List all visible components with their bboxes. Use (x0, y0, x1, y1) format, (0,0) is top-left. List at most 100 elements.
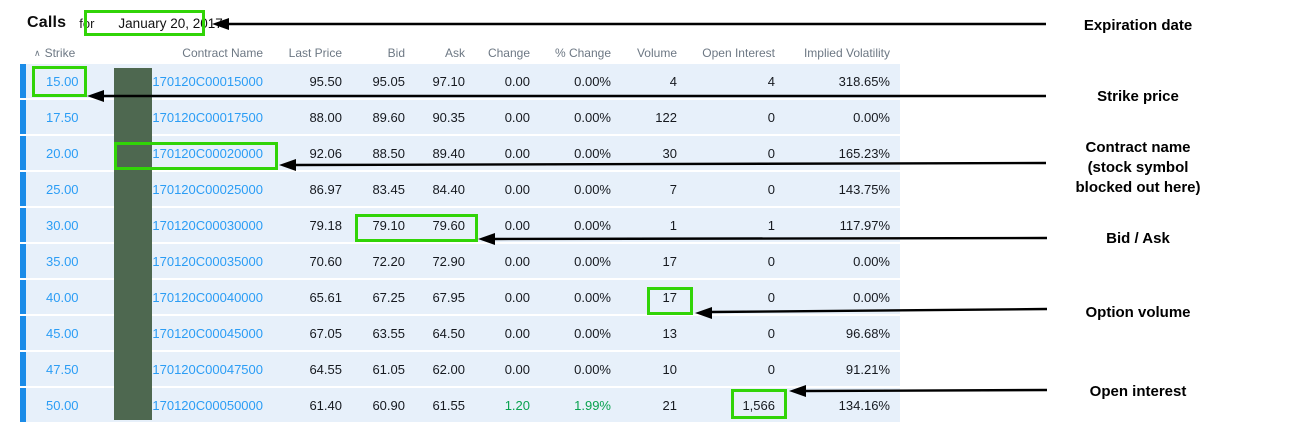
cell-strike[interactable]: 17.50 (20, 100, 100, 136)
table-header-row: ∧ Strike Contract Name Last Price Bid Ask… (20, 42, 900, 64)
column-header-ask: Ask (444, 46, 465, 60)
cell-open_interest: 0 (677, 352, 775, 388)
cell-bid: 83.45 (342, 172, 405, 208)
cell-volume: 17 (611, 280, 677, 316)
option-row: 17.50 170120C00017500 88.00 89.60 90.35 0.00 0… (20, 100, 900, 136)
cell-strike[interactable]: 30.00 (20, 208, 100, 244)
highlight-strike-price (32, 66, 87, 97)
cell-change: 0.00 (465, 352, 530, 388)
cell-pct_change: 0.00% (530, 208, 611, 244)
annotation-text: blocked out here) (1075, 179, 1201, 196)
cell-last: 70.60 (263, 244, 342, 280)
column-header-strike[interactable]: ∧ Strike (20, 42, 100, 64)
cell-volume: 21 (611, 388, 677, 424)
highlight-contract-name (114, 142, 278, 170)
cell-open_interest: 0 (677, 244, 775, 280)
cell-ask: 84.40 (405, 172, 465, 208)
cell-open_interest: 1 (677, 208, 775, 244)
option-row: 35.00 170120C00035000 70.60 72.20 72.90 0.00 0… (20, 244, 900, 280)
arrow-expiration-date (212, 18, 1046, 30)
option-row: 25.00 170120C00025000 86.97 83.45 84.40 0.00 0… (20, 172, 900, 208)
annotation-bid-ask: Bid / Ask (1058, 229, 1218, 249)
cell-bid: 61.05 (342, 352, 405, 388)
cell-last: 64.55 (263, 352, 342, 388)
option-rows: 15.00 170120C00015000 95.50 95.05 97.10 0.00 0… (20, 64, 900, 424)
column-header-last-price: Last Price (288, 46, 342, 60)
cell-open_interest: 0 (677, 316, 775, 352)
cell-ask: 97.10 (405, 64, 465, 100)
annotation-text: Option volume (1085, 304, 1191, 321)
cell-pct_change: 0.00% (530, 64, 611, 100)
cell-iv: 117.97% (775, 208, 900, 244)
cell-volume: 13 (611, 316, 677, 352)
cell-volume: 10 (611, 352, 677, 388)
cell-strike[interactable]: 25.00 (20, 172, 100, 208)
cell-iv: 0.00% (775, 280, 900, 316)
cell-iv: 96.68% (775, 316, 900, 352)
sort-ascending-icon: ∧ (34, 48, 41, 58)
cell-last: 67.05 (263, 316, 342, 352)
cell-open_interest: 1,566 (677, 388, 775, 424)
cell-open_interest: 0 (677, 172, 775, 208)
cell-strike[interactable]: 50.00 (20, 388, 100, 424)
cell-iv: 91.21% (775, 352, 900, 388)
cell-strike[interactable]: 45.00 (20, 316, 100, 352)
column-header-implied-volatility: Implied Volatility (803, 46, 890, 60)
annotation-text: Expiration date (1083, 17, 1193, 34)
cell-change: 0.00 (465, 136, 530, 172)
cell-pct_change: 0.00% (530, 316, 611, 352)
column-header-contract-name: Contract Name (182, 46, 263, 60)
cell-iv: 143.75% (775, 172, 900, 208)
annotation-text: Bid / Ask (1106, 230, 1170, 247)
cell-open_interest: 0 (677, 136, 775, 172)
cell-pct_change: 0.00% (530, 280, 611, 316)
cell-iv: 318.65% (775, 64, 900, 100)
cell-bid: 89.60 (342, 100, 405, 136)
annotation-option-volume: Option volume (1058, 303, 1218, 323)
expiration-date-value[interactable]: January 20, 2017 (118, 15, 223, 31)
cell-iv: 0.00% (775, 244, 900, 280)
cell-change: 0.00 (465, 64, 530, 100)
cell-ask: 89.40 (405, 136, 465, 172)
cell-open_interest: 0 (677, 100, 775, 136)
annotation-strike-price: Strike price (1058, 87, 1218, 107)
option-row: 47.50 170120C00047500 64.55 61.05 62.00 0.00 0… (20, 352, 900, 388)
cell-volume: 4 (611, 64, 677, 100)
annotation-expiration-date: Expiration date (1058, 16, 1218, 36)
annotation-text: Contract name (1085, 139, 1191, 156)
cell-pct_change: 0.00% (530, 136, 611, 172)
cell-volume: 7 (611, 172, 677, 208)
cell-volume: 1 (611, 208, 677, 244)
column-header-bid: Bid (387, 46, 405, 60)
cell-volume: 17 (611, 244, 677, 280)
annotation-text: Strike price (1097, 88, 1179, 105)
cell-pct_change: 1.99% (530, 388, 611, 424)
column-header-strike-label: Strike (44, 46, 76, 60)
column-header-pct-change: % Change (554, 46, 611, 60)
cell-pct_change: 0.00% (530, 352, 611, 388)
cell-change: 0.00 (465, 172, 530, 208)
cell-ask: 72.90 (405, 244, 465, 280)
cell-strike[interactable]: 35.00 (20, 244, 100, 280)
cell-pct_change: 0.00% (530, 244, 611, 280)
cell-iv: 165.23% (775, 136, 900, 172)
cell-strike[interactable]: 47.50 (20, 352, 100, 388)
cell-strike[interactable]: 20.00 (20, 136, 100, 172)
cell-strike[interactable]: 40.00 (20, 280, 100, 316)
cell-ask: 61.55 (405, 388, 465, 424)
cell-ask: 90.35 (405, 100, 465, 136)
cell-last: 95.50 (263, 64, 342, 100)
cell-last: 65.61 (263, 280, 342, 316)
column-header-open-interest: Open Interest (702, 46, 775, 60)
annotation-open-interest: Open interest (1058, 382, 1218, 402)
cell-ask: 62.00 (405, 352, 465, 388)
annotation-text: (stock symbol (1087, 159, 1189, 176)
cell-change: 0.00 (465, 100, 530, 136)
highlight-expiration-date (84, 10, 205, 36)
option-row: 40.00 170120C00040000 65.61 67.25 67.95 0.00 0… (20, 280, 900, 316)
cell-open_interest: 4 (677, 64, 775, 100)
cell-iv: 0.00% (775, 100, 900, 136)
cell-change: 0.00 (465, 280, 530, 316)
cell-bid: 95.05 (342, 64, 405, 100)
